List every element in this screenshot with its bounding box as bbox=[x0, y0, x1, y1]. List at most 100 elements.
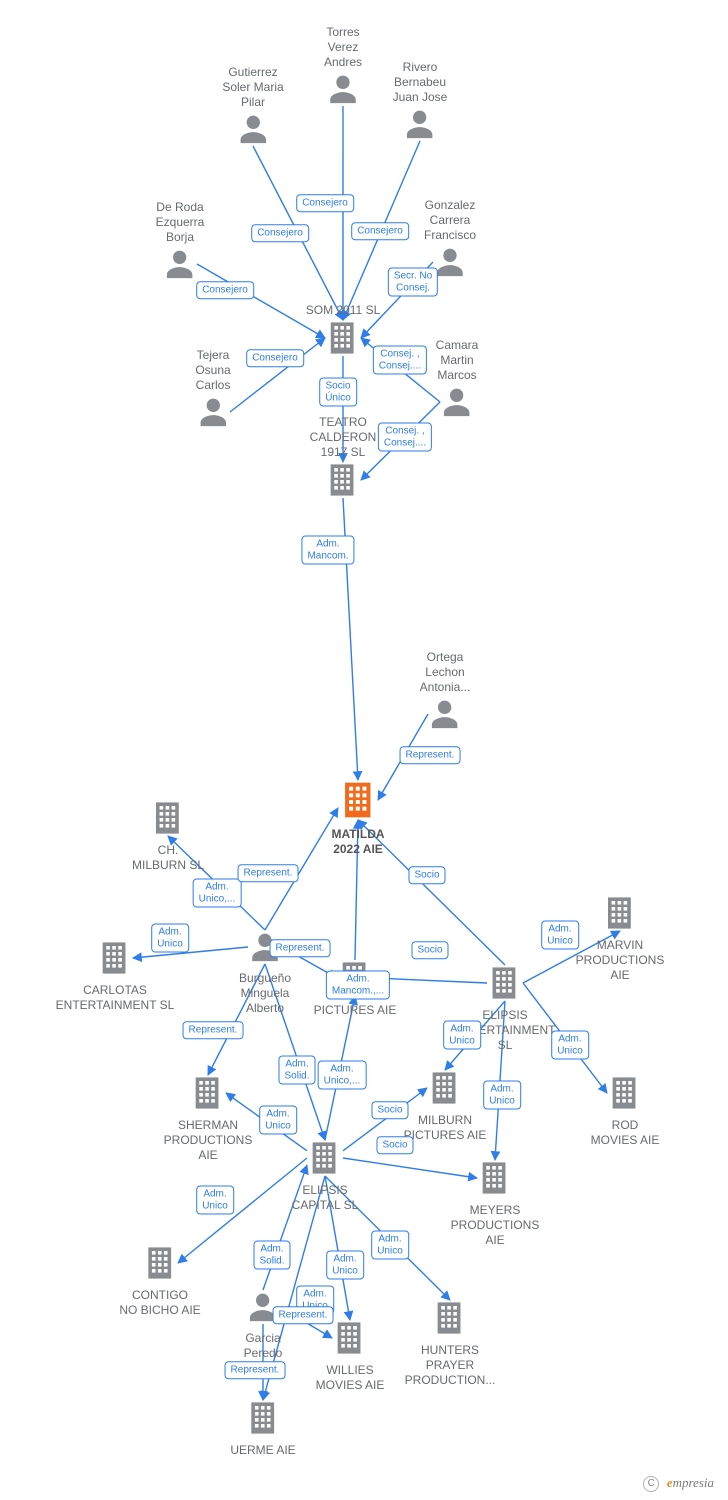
node-rod: RODMOVIES AIE bbox=[591, 1075, 660, 1148]
node-label: RiveroBernabeuJuan Jose bbox=[393, 60, 448, 105]
edge-label: Consejero bbox=[196, 281, 254, 299]
edge-line bbox=[253, 146, 343, 320]
person-icon bbox=[222, 112, 283, 151]
node-label: RODMOVIES AIE bbox=[591, 1118, 660, 1148]
node-label: De RodaEzquerraBorja bbox=[156, 200, 205, 245]
node-label: GonzalezCarreraFrancisco bbox=[424, 198, 476, 243]
node-garcia: GarciaPeredoJuan... bbox=[244, 1290, 283, 1376]
building-icon bbox=[119, 1245, 200, 1286]
building-icon bbox=[132, 800, 204, 841]
building-icon bbox=[310, 462, 377, 503]
node-label: GarciaPeredoJuan... bbox=[244, 1331, 283, 1376]
person-icon bbox=[436, 385, 479, 424]
edge-label: Socio bbox=[408, 866, 445, 884]
edge-label: Adm.Unico bbox=[196, 1186, 234, 1215]
edge-label: SocioÚnico bbox=[319, 378, 357, 407]
node-willies: WILLIESMOVIES AIE bbox=[316, 1320, 385, 1393]
node-teatro: TEATROCALDERON1917 SL bbox=[310, 415, 377, 503]
node-marvin: MARVINPRODUCTIONS AIE bbox=[566, 895, 674, 983]
edge-label: Consej. ,Consej.... bbox=[373, 346, 427, 375]
person-icon bbox=[324, 72, 362, 111]
edge-label: Adm.Unico,... bbox=[318, 1061, 367, 1090]
edges-layer bbox=[0, 0, 728, 1500]
node-torres: TorresVerezAndres bbox=[324, 25, 362, 111]
node-ortega: OrtegaLechonAntonia... bbox=[420, 650, 471, 736]
node-label: UERME AIE bbox=[230, 1443, 295, 1458]
node-hunters: HUNTERSPRAYERPRODUCTION... bbox=[405, 1300, 496, 1388]
node-label: CH.MILBURN SL bbox=[132, 843, 204, 873]
edge-label: Adm.Unico,... bbox=[193, 879, 242, 908]
edge-label: Represent. bbox=[400, 746, 461, 764]
node-camara: CamaraMartinMarcos bbox=[436, 338, 479, 424]
node-sherman: SHERMANPRODUCTIONSAIE bbox=[164, 1075, 253, 1163]
edge-label: Consejero bbox=[251, 224, 309, 242]
node-label: MARVINPRODUCTIONS AIE bbox=[566, 938, 674, 983]
person-icon bbox=[393, 107, 448, 146]
node-label: MATILDA2022 AIE bbox=[331, 827, 384, 857]
building-icon bbox=[455, 965, 556, 1006]
node-matilda: MATILDA2022 AIE bbox=[331, 780, 384, 857]
building-icon bbox=[230, 1400, 295, 1441]
node-label: MILBURNPICTURES AIE bbox=[404, 1113, 487, 1143]
building-icon bbox=[405, 1300, 496, 1341]
person-icon bbox=[244, 1290, 283, 1329]
node-label: SOM 2011 SL bbox=[306, 303, 380, 318]
building-icon bbox=[404, 1070, 487, 1111]
node-label: CamaraMartinMarcos bbox=[436, 338, 479, 383]
edge-label: Adm.Unico bbox=[551, 1031, 589, 1060]
node-deroda: De RodaEzquerraBorja bbox=[156, 200, 205, 286]
edge-line bbox=[343, 141, 420, 320]
edge-label: Represent. bbox=[183, 1021, 244, 1039]
node-label: ELIPSISENTERTAINMENTSL bbox=[455, 1008, 556, 1053]
node-tejera: TejeraOsunaCarlos bbox=[195, 348, 230, 434]
building-icon bbox=[314, 960, 397, 1001]
building-icon bbox=[56, 940, 175, 981]
person-icon bbox=[424, 245, 476, 284]
person-icon bbox=[420, 697, 471, 736]
node-label: CONTIGONO BICHO AIE bbox=[119, 1288, 200, 1318]
edge-label: Adm.Unico bbox=[483, 1081, 521, 1110]
building-icon bbox=[316, 1320, 385, 1361]
node-elipsisE: ELIPSISENTERTAINMENTSL bbox=[455, 965, 556, 1053]
edge-label: Adm.Unico bbox=[326, 1251, 364, 1280]
person-icon bbox=[156, 247, 205, 286]
building-icon bbox=[306, 320, 380, 361]
copyright-icon: C bbox=[643, 1476, 659, 1492]
node-label: WILLIESMOVIES AIE bbox=[316, 1363, 385, 1393]
node-gutierrez: GutierrezSoler MariaPilar bbox=[222, 65, 283, 151]
node-label: MEYERSPRODUCTIONSAIE bbox=[451, 1203, 540, 1248]
edge-line bbox=[265, 808, 338, 930]
diagram-stage: TorresVerezAndres GutierrezSoler MariaPi… bbox=[0, 0, 728, 1500]
node-label: GutierrezSoler MariaPilar bbox=[222, 65, 283, 110]
node-carlotas: CARLOTASENTERTAINMENT SL bbox=[56, 940, 175, 1013]
edge-label: Adm.Solid. bbox=[253, 1241, 290, 1270]
building-icon bbox=[292, 1140, 359, 1181]
edge-label: Adm.Unico bbox=[259, 1106, 297, 1135]
node-contigo: CONTIGONO BICHO AIE bbox=[119, 1245, 200, 1318]
edge-label: Consejero bbox=[351, 222, 409, 240]
node-label: BurgueñoMinguelaAlberto bbox=[239, 971, 291, 1016]
edge-line bbox=[343, 498, 358, 780]
edge-label: Consej. ,Consej.... bbox=[378, 423, 432, 452]
node-pictures: PICTURES AIE bbox=[314, 960, 397, 1018]
footer-copyright: C empresia bbox=[643, 1475, 714, 1492]
edge-label: Adm.Mancom. bbox=[301, 536, 354, 565]
edge-label: Adm.Unico bbox=[371, 1231, 409, 1260]
node-elipsisC: ELIPSISCAPITAL SL bbox=[292, 1140, 359, 1213]
edge-label: Socio bbox=[411, 941, 448, 959]
node-label: HUNTERSPRAYERPRODUCTION... bbox=[405, 1343, 496, 1388]
person-icon bbox=[195, 395, 230, 434]
node-label: TorresVerezAndres bbox=[324, 25, 362, 70]
node-gonzalez: GonzalezCarreraFrancisco bbox=[424, 198, 476, 284]
building-icon bbox=[451, 1160, 540, 1201]
node-uerme: UERME AIE bbox=[230, 1400, 295, 1458]
node-label: TejeraOsunaCarlos bbox=[195, 348, 230, 393]
node-milburnP: MILBURNPICTURES AIE bbox=[404, 1070, 487, 1143]
node-chmilburn: CH.MILBURN SL bbox=[132, 800, 204, 873]
node-meyers: MEYERSPRODUCTIONSAIE bbox=[451, 1160, 540, 1248]
edge-label: Represent. bbox=[238, 864, 299, 882]
node-label: TEATROCALDERON1917 SL bbox=[310, 415, 377, 460]
building-icon bbox=[591, 1075, 660, 1116]
building-icon bbox=[164, 1075, 253, 1116]
edge-label: Adm.Solid. bbox=[278, 1056, 315, 1085]
